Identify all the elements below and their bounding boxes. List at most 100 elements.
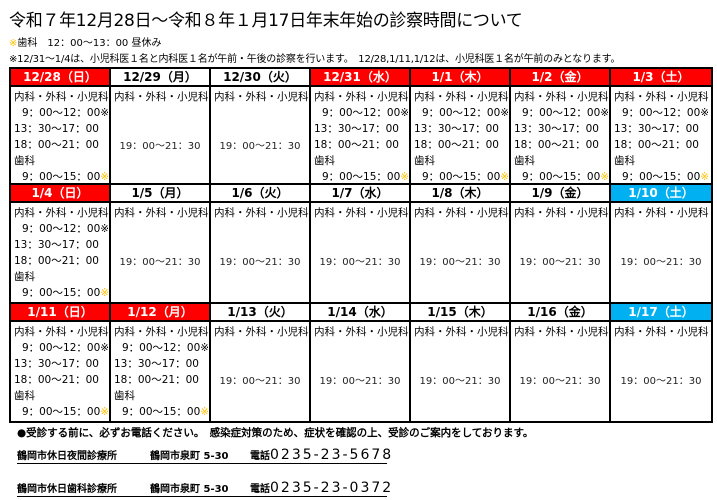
afternoon-hours: 13：30～17：00	[14, 123, 99, 135]
afternoon-hours: 13：30～17：00	[314, 123, 399, 135]
day-header: 1/1（木）	[411, 69, 511, 87]
day-schedule: 内科・外科・小児科 19：00～21：30	[611, 203, 711, 304]
departments: 内科・外科・小児科	[214, 326, 309, 338]
day-header: 12/28（日）	[11, 69, 111, 87]
morning-hours: 9：00～12：00※	[322, 107, 410, 119]
day-header: 1/3（土）	[611, 69, 711, 87]
evening-hours: 19：00～21：30	[419, 257, 501, 268]
departments: 内科・外科・小児科	[14, 91, 109, 103]
dental-hours-text: 9：00～15：00	[22, 171, 101, 183]
day-header: 12/29（月）	[111, 69, 211, 87]
page-title: 令和７年12月28日～令和８年１月17日年末年始の診察時間について	[9, 11, 523, 31]
day-schedule: 内科・外科・小児科 9：00～12：00※ 13：30～17：00 18：00～21：…	[111, 322, 211, 421]
day-header: 1/6（火）	[211, 185, 311, 203]
afternoon-hours: 13：30～17：00	[114, 358, 199, 370]
night-hours: 18：00～21：00	[14, 139, 99, 151]
dental-label: 歯科	[14, 390, 35, 402]
clinic-name: 鶴岡市休日歯科診療所	[17, 484, 117, 495]
day-header: 1/13（火）	[211, 304, 311, 322]
departments: 内科・外科・小児科	[14, 207, 109, 219]
clinic-name: 鶴岡市休日夜間診療所	[17, 451, 117, 462]
departments: 内科・外科・小児科	[414, 207, 509, 219]
clinic-dental: 鶴岡市休日歯科診療所 鶴岡市泉町 5-30 電話0235-23-0372	[17, 480, 391, 497]
dental-hours: 9：00～15：00※	[614, 169, 711, 185]
dental-hours-text: 9：00～15：00	[522, 171, 601, 183]
day-header: 1/16（金）	[511, 304, 611, 322]
dental-hours: 9：00～15：00※	[114, 404, 209, 420]
tel-label: 電話	[250, 484, 270, 495]
departments: 内科・外科・小児科	[514, 207, 609, 219]
evening-hours: 19：00～21：30	[319, 257, 401, 268]
day-header: 1/10（土）	[611, 185, 711, 203]
staff-note: ※12/31～1/4は、小児科医１名と内科医１名が午前・午後の診察を行います。 …	[9, 54, 621, 65]
morning-hours: 9：00～12：00※	[22, 342, 110, 354]
day-header: 1/11（日）	[11, 304, 111, 322]
day-schedule: 内科・外科・小児科 9：00～12：00※ 13：30～17：00 18：00～21：…	[511, 87, 611, 185]
schedule-table: 12/28（日） 12/29（月） 12/30（火） 12/31（水） 1/1（木） 1/…	[9, 67, 713, 423]
morning-hours: 9：00～12：00※	[622, 107, 710, 119]
dental-mark: ※	[100, 406, 110, 418]
departments: 内科・外科・小児科	[114, 91, 209, 103]
day-header: 1/5（月）	[111, 185, 211, 203]
dental-mark: ※	[500, 171, 510, 183]
evening-hours: 19：00～21：30	[119, 141, 201, 152]
night-hours: 18：00～21：00	[14, 255, 99, 267]
afternoon-hours: 13：30～17：00	[414, 123, 499, 135]
evening-hours: 19：00～21：30	[419, 376, 501, 387]
departments: 内科・外科・小児科	[514, 91, 609, 103]
evening-hours: 19：00～21：30	[620, 376, 702, 387]
day-header: 1/9（金）	[511, 185, 611, 203]
dental-lunch-note: ※歯科 12：00～13：00 昼休み	[9, 38, 162, 49]
day-schedule: 内科・外科・小児科 19：00～21：30	[511, 203, 611, 304]
day-schedule: 内科・外科・小児科 9：00～12：00※ 13：30～17：00 18：00～21：…	[311, 87, 411, 185]
tel-number[interactable]: 0235-23-5678	[270, 447, 394, 463]
day-header: 1/2（金）	[511, 69, 611, 87]
dental-mark: ※	[400, 171, 410, 183]
day-schedule: 内科・外科・小児科 9：00～12：00※ 13：30～17：00 18：00～21：…	[611, 87, 711, 185]
dental-hours: 9：00～15：00※	[514, 169, 609, 185]
day-schedule: 内科・外科・小児科 9：00～12：00※ 13：30～17：00 18：00～21：…	[411, 87, 511, 185]
morning-hours: 9：00～12：00※	[422, 107, 510, 119]
day-schedule: 内科・外科・小児科 19：00～21：30	[511, 322, 611, 421]
night-hours: 18：00～21：00	[414, 139, 499, 151]
departments: 内科・外科・小児科	[114, 207, 209, 219]
dental-hours: 9：00～15：00※	[314, 169, 409, 185]
morning-hours: 9：00～12：00※	[522, 107, 610, 119]
day-header: 1/4（日）	[11, 185, 111, 203]
day-header: 12/31（水）	[311, 69, 411, 87]
day-schedule: 内科・外科・小児科 19：00～21：30	[111, 87, 211, 185]
departments: 内科・外科・小児科	[14, 326, 109, 338]
morning-hours: 9：00～12：00※	[22, 223, 110, 235]
tel-label: 電話	[250, 451, 270, 462]
day-header: 1/7（水）	[311, 185, 411, 203]
call-notice: ●受診する前に、必ずお電話ください。 感染症対策のため、症状を確認の上、受診のご…	[17, 427, 534, 439]
note-mark: ※	[9, 38, 18, 49]
night-hours: 18：00～21：00	[614, 139, 699, 151]
evening-hours: 19：00～21：30	[519, 257, 601, 268]
dental-mark: ※	[200, 406, 210, 418]
afternoon-hours: 13：30～17：00	[14, 358, 99, 370]
departments: 内科・外科・小児科	[314, 91, 409, 103]
day-schedule: 内科・外科・小児科 9：00～12：00※ 13：30～17：00 18：00～21：…	[11, 322, 111, 421]
morning-hours: 9：00～12：00※	[22, 107, 110, 119]
clinic-address: 鶴岡市泉町 5-30	[150, 484, 229, 495]
dental-hours-text: 9：00～15：00	[622, 171, 701, 183]
departments: 内科・外科・小児科	[114, 326, 209, 338]
dental-label: 歯科	[414, 155, 435, 167]
evening-hours: 19：00～21：30	[319, 376, 401, 387]
day-header: 1/15（木）	[411, 304, 511, 322]
day-schedule: 内科・外科・小児科 19：00～21：30	[311, 322, 411, 421]
dental-hours: 9：00～15：00※	[14, 404, 109, 420]
tel-number[interactable]: 0235-23-0372	[270, 480, 394, 496]
clinic-night: 鶴岡市休日夜間診療所 鶴岡市泉町 5-30 電話0235-23-5678	[17, 447, 391, 464]
day-schedule: 内科・外科・小児科 19：00～21：30	[211, 87, 311, 185]
departments: 内科・外科・小児科	[514, 326, 609, 338]
dental-mark: ※	[100, 287, 110, 299]
departments: 内科・外科・小児科	[314, 326, 409, 338]
day-schedule: 内科・外科・小児科 19：00～21：30	[411, 322, 511, 421]
day-schedule: 内科・外科・小児科 9：00～12：00※ 13：30～17：00 18：00～21：…	[11, 203, 111, 304]
dental-hours-text: 9：00～15：00	[422, 171, 501, 183]
departments: 内科・外科・小児科	[614, 207, 709, 219]
dental-label: 歯科	[114, 390, 135, 402]
departments: 内科・外科・小児科	[314, 207, 409, 219]
